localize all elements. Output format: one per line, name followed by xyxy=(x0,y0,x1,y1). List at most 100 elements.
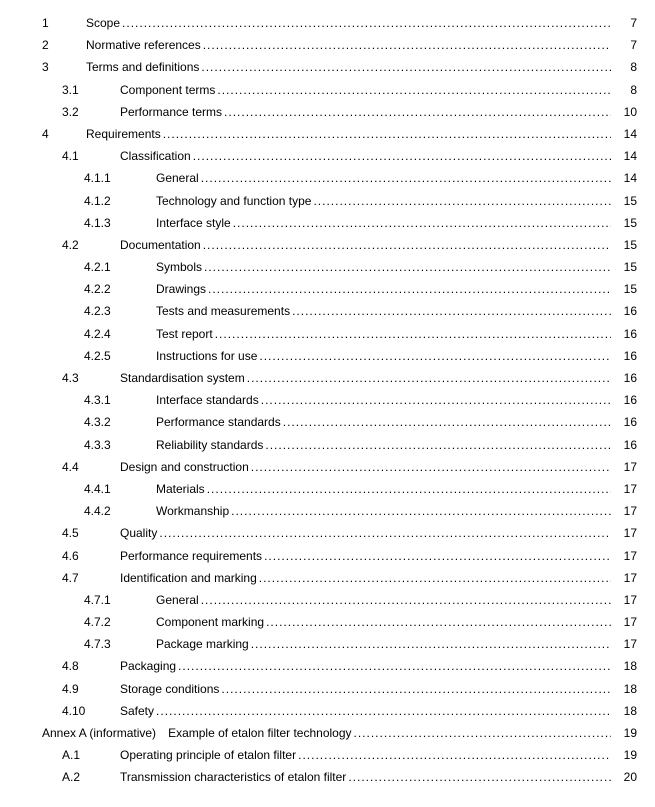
toc-page: 15 xyxy=(611,190,637,212)
toc-number: 4.1.1 xyxy=(84,167,156,189)
toc-number: 1 xyxy=(42,12,86,34)
toc-page: 16 xyxy=(611,411,637,433)
toc-title: Operating principle of etalon filter xyxy=(120,744,298,766)
toc-entry: 4.8Packaging18 xyxy=(18,655,637,677)
toc-entry: 3.1Component terms8 xyxy=(18,79,637,101)
toc-leader-dots xyxy=(354,722,611,744)
toc-number: A.1 xyxy=(62,744,120,766)
toc-page: 18 xyxy=(611,678,637,700)
toc-entry: 4.2.3Tests and measurements16 xyxy=(18,300,637,322)
toc-entry: 4.5Quality17 xyxy=(18,522,637,544)
toc-entry: 4.2.5Instructions for use16 xyxy=(18,345,637,367)
toc-entry: Annex A (informative)Example of etalon f… xyxy=(18,722,637,744)
toc-entry: 4.6Performance requirements17 xyxy=(18,545,637,567)
toc-entry: 3.2Performance terms10 xyxy=(18,101,637,123)
toc-page: 17 xyxy=(611,456,637,478)
toc-leader-dots xyxy=(207,478,611,500)
toc-title: Materials xyxy=(156,478,207,500)
toc-page: 16 xyxy=(611,367,637,389)
toc-page: 19 xyxy=(611,744,637,766)
toc-number: 4 xyxy=(42,123,86,145)
toc-title: Safety xyxy=(120,700,156,722)
toc-title: Instructions for use xyxy=(156,345,259,367)
toc-number: 2 xyxy=(42,34,86,56)
toc-entry: 4.4.2Workmanship17 xyxy=(18,500,637,522)
toc-leader-dots xyxy=(251,633,611,655)
toc-entry: 4Requirements 14 xyxy=(18,123,637,145)
toc-page: 14 xyxy=(611,167,637,189)
toc-page: 15 xyxy=(611,212,637,234)
toc-title: Performance standards xyxy=(156,411,283,433)
toc-title: Example of etalon filter technology xyxy=(168,722,353,744)
toc-leader-dots xyxy=(259,345,611,367)
toc-entry: 4.4.1Materials17 xyxy=(18,478,637,500)
toc-page: 7 xyxy=(611,34,637,56)
toc-number: 4.9 xyxy=(62,678,120,700)
toc-entry: 4.1Classification14 xyxy=(18,145,637,167)
toc-leader-dots xyxy=(261,389,611,411)
toc-title: Transmission characteristics of etalon f… xyxy=(120,766,348,788)
toc-number: 4.1.2 xyxy=(84,190,156,212)
toc-number: 4.1.3 xyxy=(84,212,156,234)
toc-title: Standardisation system xyxy=(120,367,247,389)
toc-number: 4.7.2 xyxy=(84,611,156,633)
toc-entry: 4.3.2Performance standards 16 xyxy=(18,411,637,433)
toc-page: 18 xyxy=(611,700,637,722)
toc-leader-dots xyxy=(208,278,611,300)
toc-number: 4.5 xyxy=(62,522,120,544)
toc-entry: 4.2.4Test report16 xyxy=(18,323,637,345)
toc-leader-dots xyxy=(233,212,611,234)
toc-title: Storage conditions xyxy=(120,678,221,700)
toc-page: 14 xyxy=(611,123,637,145)
toc-title: Drawings xyxy=(156,278,208,300)
toc-entry: 4.7.2Component marking17 xyxy=(18,611,637,633)
toc-number: A.2 xyxy=(62,766,120,788)
toc-title: Requirements xyxy=(86,123,163,145)
toc-number: 4.10 xyxy=(62,700,120,722)
toc-entry: 4.9Storage conditions 18 xyxy=(18,678,637,700)
toc-title: Workmanship xyxy=(156,500,231,522)
toc-title: Quality xyxy=(120,522,159,544)
toc-page: 19 xyxy=(611,722,637,744)
toc-title: Performance requirements xyxy=(120,545,264,567)
toc-number: 4.7 xyxy=(62,567,120,589)
toc-number: 4.3 xyxy=(62,367,120,389)
toc-leader-dots xyxy=(292,300,611,322)
toc-entry: 4.3Standardisation system 16 xyxy=(18,367,637,389)
toc-title: Design and construction xyxy=(120,456,251,478)
toc-entry: 4.4Design and construction 17 xyxy=(18,456,637,478)
toc-page: 16 xyxy=(611,389,637,411)
toc-entry: 4.10Safety 18 xyxy=(18,700,637,722)
toc-page: 18 xyxy=(611,655,637,677)
toc-number: Annex A (informative) xyxy=(42,722,168,744)
toc-number: 4.4 xyxy=(62,456,120,478)
toc-number: 4.3.2 xyxy=(84,411,156,433)
toc-title: Classification xyxy=(120,145,193,167)
toc-entry: A.2Transmission characteristics of etalo… xyxy=(18,766,637,788)
toc-number: 4.3.3 xyxy=(84,434,156,456)
toc-title: Scope xyxy=(86,12,122,34)
toc-leader-dots xyxy=(178,655,611,677)
toc-number: 4.4.1 xyxy=(84,478,156,500)
toc-leader-dots xyxy=(251,456,611,478)
toc-entry: 4.1.2Technology and function type15 xyxy=(18,190,637,212)
toc-leader-dots xyxy=(204,256,611,278)
toc-title: Package marking xyxy=(156,633,251,655)
toc-title: Interface standards xyxy=(156,389,261,411)
toc-title: Component terms xyxy=(120,79,217,101)
toc-entry: 4.7Identification and marking17 xyxy=(18,567,637,589)
toc-leader-dots xyxy=(163,123,611,145)
toc-page: 17 xyxy=(611,567,637,589)
toc-page: 16 xyxy=(611,345,637,367)
toc-leader-dots xyxy=(193,145,611,167)
toc-title: Documentation xyxy=(120,234,203,256)
toc-title: Component marking xyxy=(156,611,266,633)
toc-leader-dots xyxy=(298,744,611,766)
toc-number: 4.1 xyxy=(62,145,120,167)
toc-entry: 4.3.1Interface standards16 xyxy=(18,389,637,411)
toc-page: 16 xyxy=(611,434,637,456)
toc-leader-dots xyxy=(265,434,611,456)
toc-page: 15 xyxy=(611,278,637,300)
toc-entry: 4.2.1Symbols15 xyxy=(18,256,637,278)
toc-leader-dots xyxy=(201,167,611,189)
